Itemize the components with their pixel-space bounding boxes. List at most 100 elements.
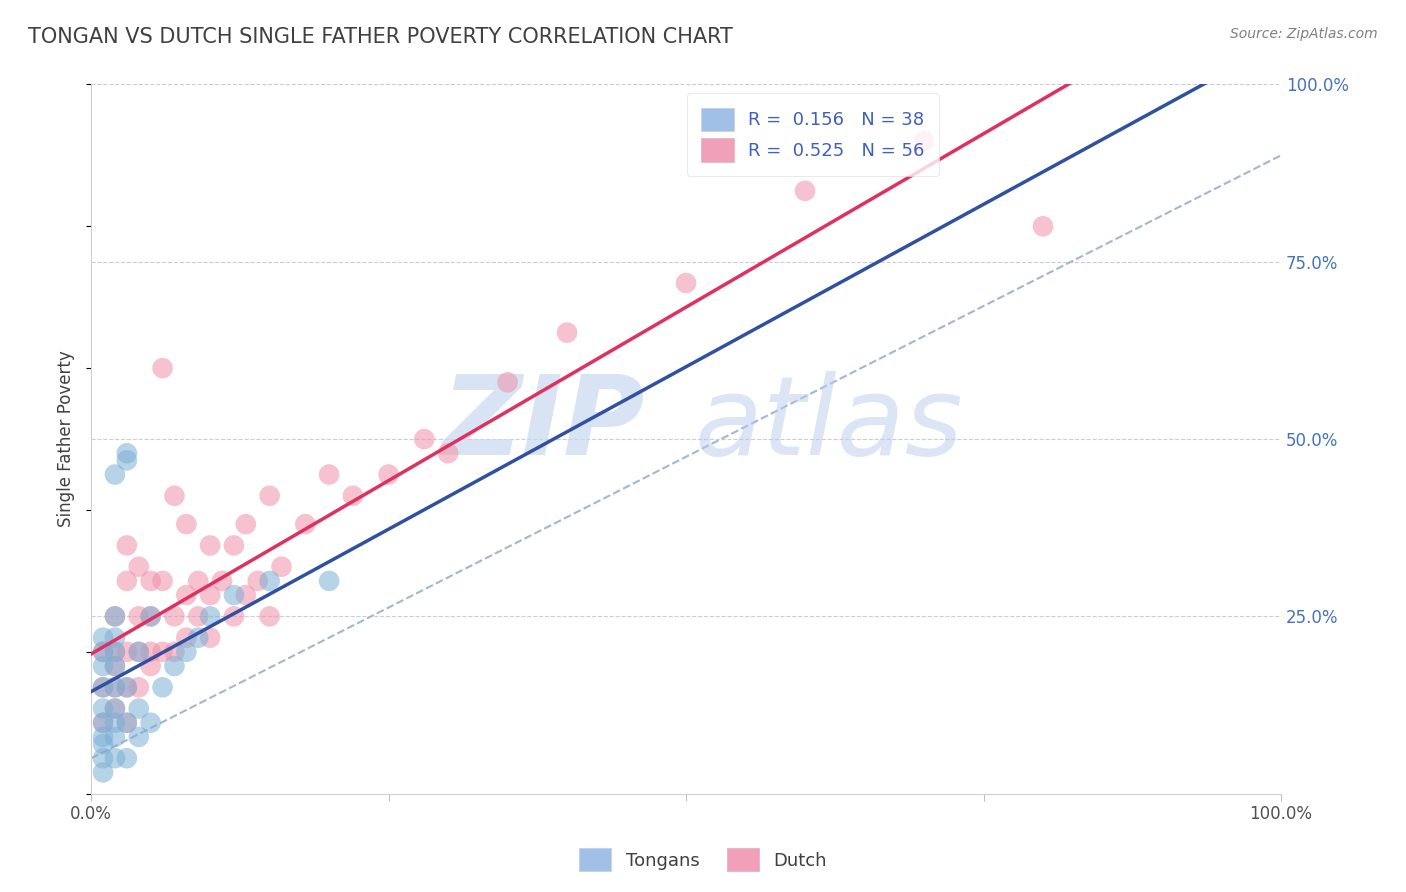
Point [104, 609, 127, 624]
Point [198, 609, 221, 624]
Point [235, 588, 257, 602]
Point [91, 681, 114, 695]
Point [187, 609, 209, 624]
Point [128, 559, 150, 574]
Point [318, 574, 340, 588]
Point [176, 631, 198, 645]
Point [91, 645, 114, 659]
Point [437, 446, 460, 460]
Point [104, 645, 127, 659]
Point [104, 681, 127, 695]
Point [115, 715, 138, 730]
Point [176, 645, 198, 659]
Point [176, 517, 198, 532]
Point [91, 715, 114, 730]
Point [91, 715, 114, 730]
Point [115, 681, 138, 695]
Point [912, 134, 935, 148]
Point [91, 631, 114, 645]
Point [128, 645, 150, 659]
Point [104, 715, 127, 730]
Point [794, 184, 817, 198]
Point [104, 681, 127, 695]
Point [115, 453, 138, 467]
Point [128, 701, 150, 715]
Point [104, 659, 127, 673]
Point [259, 609, 281, 624]
Point [152, 645, 174, 659]
Point [91, 751, 114, 765]
Point [91, 701, 114, 715]
Point [496, 376, 519, 390]
Point [115, 681, 138, 695]
Y-axis label: Single Father Poverty: Single Father Poverty [58, 351, 75, 527]
Point [104, 751, 127, 765]
Point [222, 588, 245, 602]
Text: ZIP: ZIP [441, 371, 645, 478]
Point [115, 751, 138, 765]
Point [128, 730, 150, 744]
Point [128, 645, 150, 659]
Point [104, 701, 127, 715]
Legend: R =  0.156   N = 38, R =  0.525   N = 56: R = 0.156 N = 38, R = 0.525 N = 56 [686, 94, 939, 176]
Point [104, 609, 127, 624]
Point [163, 489, 186, 503]
Point [115, 574, 138, 588]
Point [139, 645, 162, 659]
Legend: Tongans, Dutch: Tongans, Dutch [572, 841, 834, 879]
Point [211, 574, 233, 588]
Point [246, 574, 269, 588]
Point [187, 574, 209, 588]
Point [1032, 219, 1054, 234]
Point [342, 489, 364, 503]
Point [235, 517, 257, 532]
Point [163, 609, 186, 624]
Point [104, 730, 127, 744]
Point [115, 446, 138, 460]
Point [115, 538, 138, 552]
Point [152, 361, 174, 376]
Point [139, 609, 162, 624]
Point [91, 765, 114, 780]
Point [104, 701, 127, 715]
Point [104, 631, 127, 645]
Point [139, 715, 162, 730]
Point [259, 489, 281, 503]
Point [163, 659, 186, 673]
Point [222, 538, 245, 552]
Point [152, 574, 174, 588]
Point [198, 538, 221, 552]
Point [104, 645, 127, 659]
Point [675, 276, 697, 290]
Point [91, 659, 114, 673]
Point [115, 715, 138, 730]
Point [139, 574, 162, 588]
Point [294, 517, 316, 532]
Point [318, 467, 340, 482]
Point [128, 609, 150, 624]
Point [139, 659, 162, 673]
Point [198, 588, 221, 602]
Point [555, 326, 578, 340]
Point [91, 645, 114, 659]
Point [104, 659, 127, 673]
Point [222, 609, 245, 624]
Point [270, 559, 292, 574]
Point [187, 631, 209, 645]
Point [91, 737, 114, 751]
Point [115, 645, 138, 659]
Point [152, 681, 174, 695]
Point [91, 730, 114, 744]
Point [163, 645, 186, 659]
Point [104, 467, 127, 482]
Point [139, 609, 162, 624]
Text: atlas: atlas [695, 371, 963, 478]
Point [259, 574, 281, 588]
Point [128, 681, 150, 695]
Text: TONGAN VS DUTCH SINGLE FATHER POVERTY CORRELATION CHART: TONGAN VS DUTCH SINGLE FATHER POVERTY CO… [28, 27, 733, 46]
Point [413, 432, 436, 446]
Point [198, 631, 221, 645]
Point [176, 588, 198, 602]
Text: Source: ZipAtlas.com: Source: ZipAtlas.com [1230, 27, 1378, 41]
Point [377, 467, 399, 482]
